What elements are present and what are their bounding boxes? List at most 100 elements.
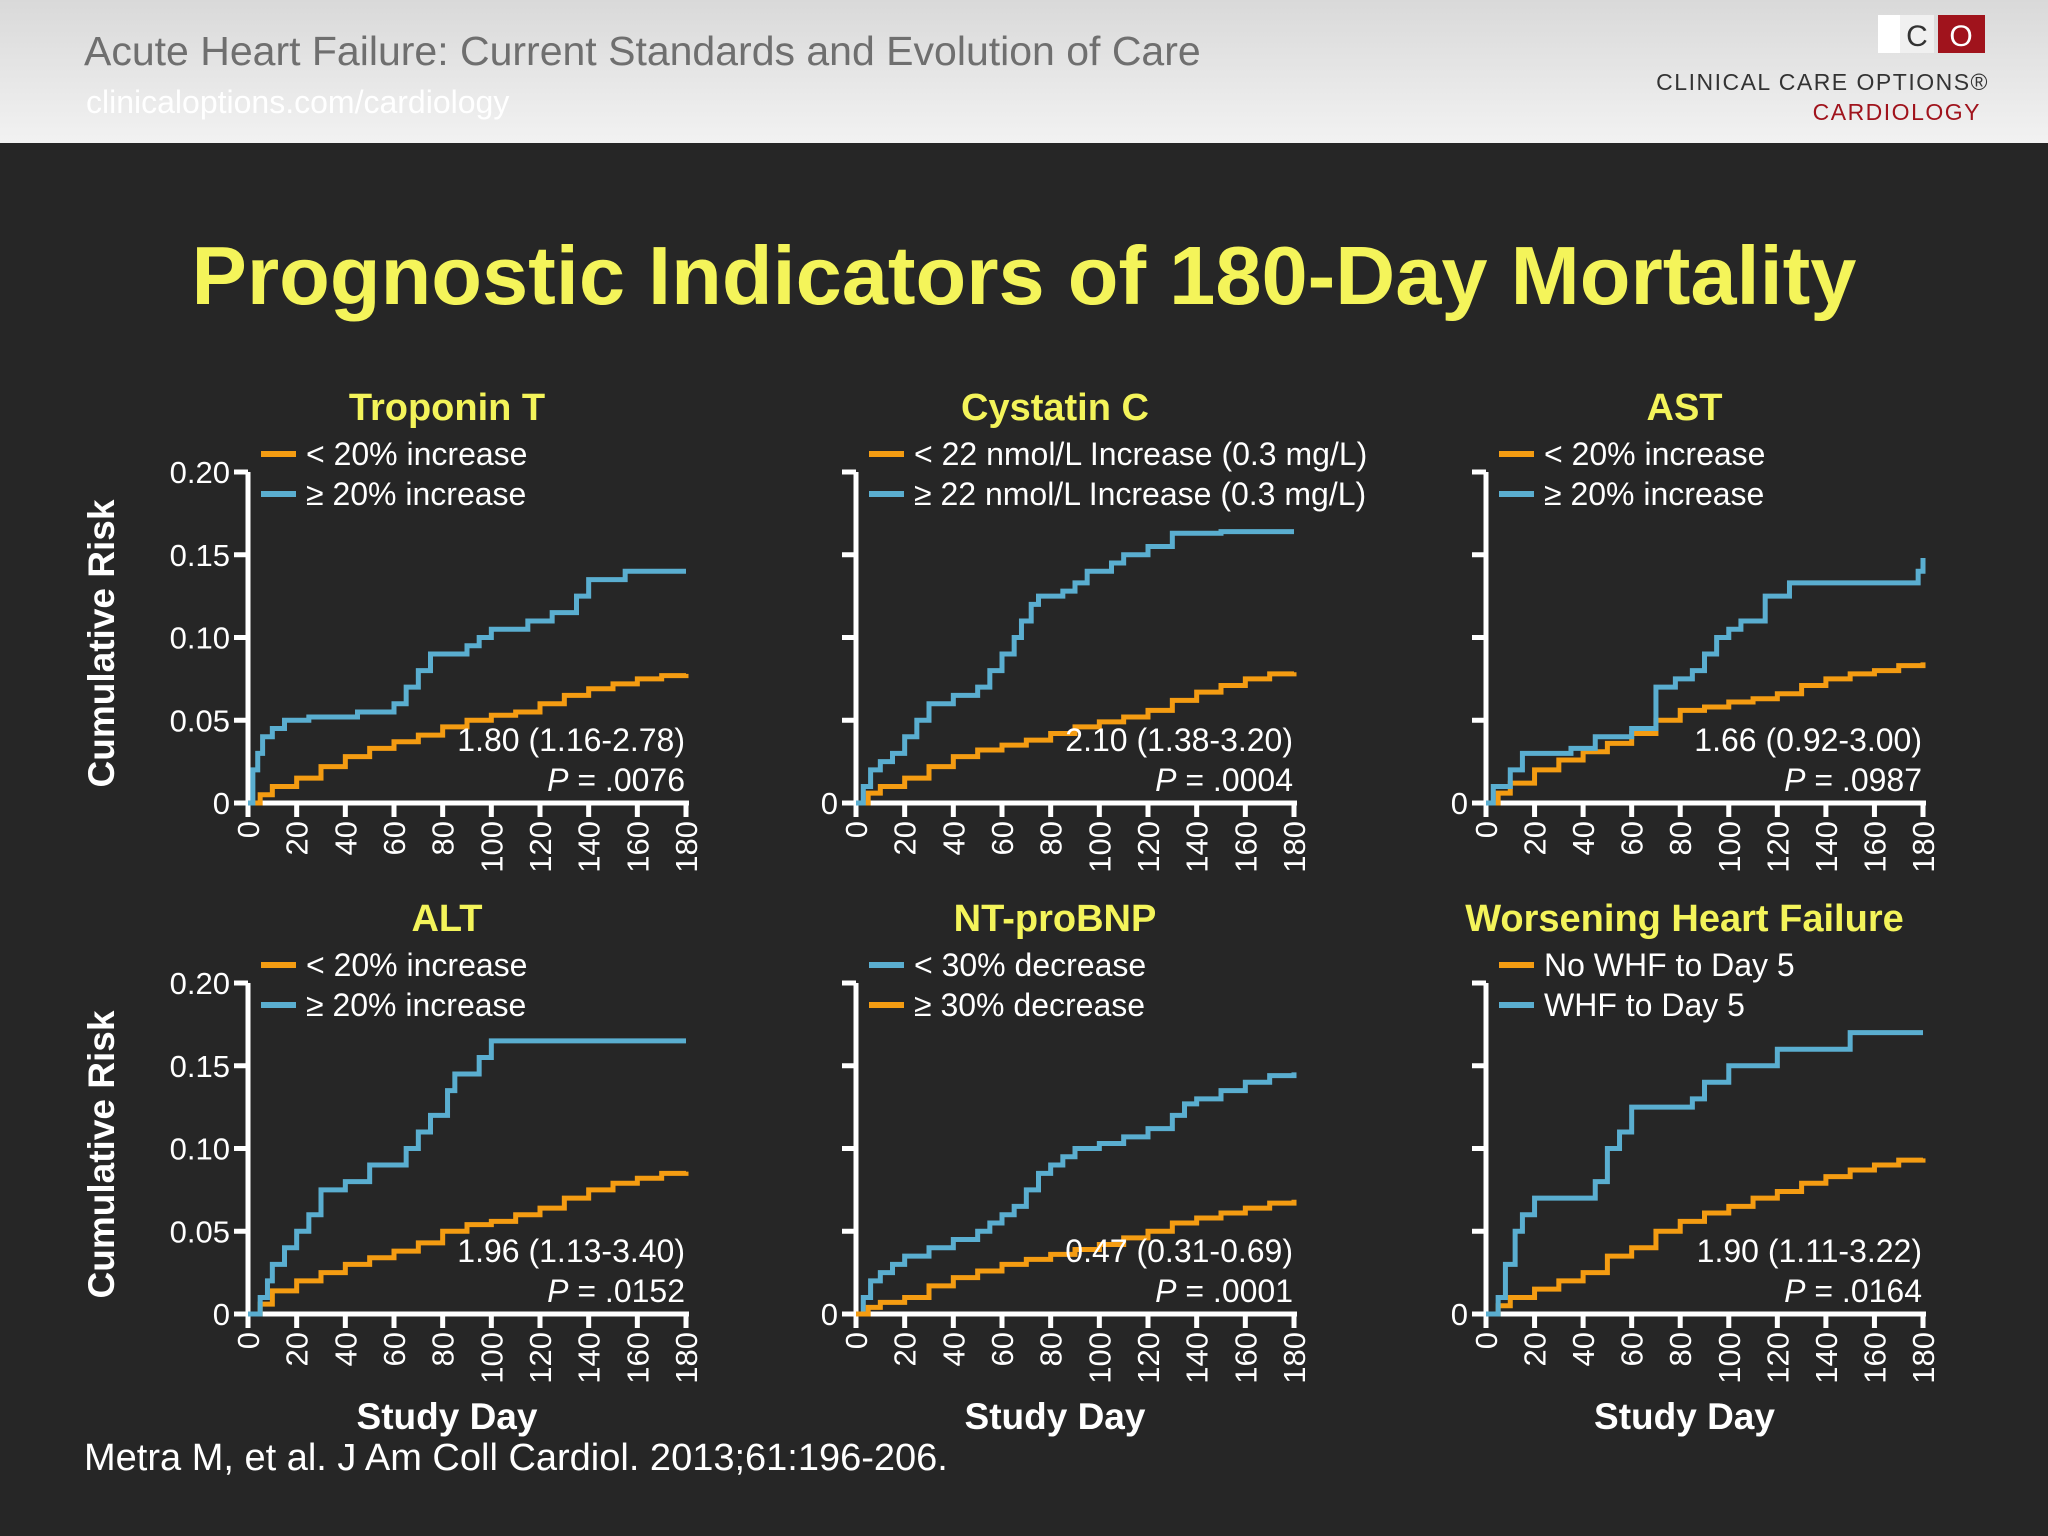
series-line-orange bbox=[1486, 1157, 1926, 1317]
deck-title: Acute Heart Failure: Current Standards a… bbox=[84, 28, 1201, 74]
x-tick-label: 60 bbox=[1615, 1332, 1650, 1366]
x-tick-label: 100 bbox=[1082, 821, 1117, 873]
x-tick-label: 100 bbox=[474, 821, 509, 873]
x-tick-label: 40 bbox=[1566, 1332, 1601, 1366]
x-tick-label: 140 bbox=[1180, 1332, 1215, 1384]
p-value: = .0987 bbox=[1805, 762, 1922, 798]
x-tick-label: 180 bbox=[669, 1332, 704, 1384]
chart-panel-2: Cystatin C 00 20 40 60 80 100 120 140 160 180 < 22 … bbox=[821, 387, 1368, 873]
y-tick-label: 0.15 bbox=[170, 538, 230, 573]
x-tick-label: 0 bbox=[1469, 821, 1504, 838]
p-value: = .0004 bbox=[1176, 762, 1293, 798]
x-tick-label: 40 bbox=[328, 1332, 363, 1366]
chart-title: Cystatin C bbox=[961, 387, 1149, 429]
x-axis-label: Study Day bbox=[965, 1396, 1146, 1437]
chart-panel-4: ALT 0 0.05 0.10 0.15 0.20 0 20 40 60 80 100 120 140 16… bbox=[81, 898, 704, 1437]
p-symbol: P bbox=[547, 1273, 569, 1309]
x-tick-label: 40 bbox=[936, 1332, 971, 1366]
x-tick-label: 180 bbox=[1906, 1332, 1941, 1384]
x-tick-label: 160 bbox=[1228, 1332, 1263, 1384]
p-value-label: P = .0164 bbox=[1784, 1273, 1922, 1309]
chart-title: Troponin T bbox=[349, 387, 545, 429]
legend-label: < 20% increase bbox=[1544, 436, 1765, 472]
x-tick-label: 20 bbox=[1518, 821, 1553, 855]
slide-title: Prognostic Indicators of 180-Day Mortali… bbox=[191, 229, 1857, 322]
p-symbol: P bbox=[1155, 1273, 1177, 1309]
x-tick-label: 140 bbox=[1180, 821, 1215, 873]
x-tick-label: 40 bbox=[1566, 821, 1601, 855]
chart-title: ALT bbox=[411, 898, 482, 940]
x-tick-label: 80 bbox=[1034, 821, 1069, 855]
hazard-ratio-label: 1.66 (0.92-3.00) bbox=[1694, 722, 1922, 758]
x-tick-label: 100 bbox=[474, 1332, 509, 1384]
citation: Metra M, et al. J Am Coll Cardiol. 2013;… bbox=[84, 1437, 948, 1479]
chart-panel-3: AST 00 20 40 60 80 100 120 140 160 180 < 20% increa… bbox=[1451, 387, 1941, 873]
p-value: = .0152 bbox=[568, 1273, 685, 1309]
series-line-blue bbox=[1486, 558, 1926, 806]
y-tick-label: 0 bbox=[213, 1297, 230, 1332]
y-tick-label: 0.20 bbox=[170, 455, 230, 490]
x-tick-label: 120 bbox=[523, 821, 558, 873]
x-tick-label: 20 bbox=[1518, 1332, 1553, 1366]
y-axis-label: Cumulative Risk bbox=[81, 1010, 122, 1298]
y-tick-label: 0.15 bbox=[170, 1049, 230, 1084]
x-axis-label: Study Day bbox=[357, 1396, 538, 1437]
deck-url[interactable]: clinicaloptions.com/cardiology bbox=[86, 84, 510, 120]
p-value-label: P = .0987 bbox=[1784, 762, 1922, 798]
x-tick-label: 80 bbox=[426, 821, 461, 855]
chart-panel-6: Worsening Heart Failure 00 20 40 60 80 100 120 1… bbox=[1451, 898, 1941, 1437]
hazard-ratio-label: 0.47 (0.31-0.69) bbox=[1065, 1233, 1293, 1269]
x-tick-label: 80 bbox=[1663, 1332, 1698, 1366]
x-tick-label: 120 bbox=[1760, 1332, 1795, 1384]
x-tick-label: 20 bbox=[888, 821, 923, 855]
x-tick-label: 100 bbox=[1712, 1332, 1747, 1384]
hazard-ratio-label: 1.90 (1.11-3.22) bbox=[1697, 1233, 1922, 1269]
legend-label: ≥ 20% increase bbox=[306, 476, 526, 512]
y-tick-label: 0.10 bbox=[170, 1132, 230, 1167]
brand-subtitle: CARDIOLOGY bbox=[1812, 99, 1981, 125]
x-tick-label: 20 bbox=[280, 821, 315, 855]
p-value-label: P = .0001 bbox=[1155, 1273, 1293, 1309]
legend-label: < 22 nmol/L Increase (0.3 mg/L) bbox=[914, 436, 1367, 472]
x-tick-label: 120 bbox=[523, 1332, 558, 1384]
legend-label: ≥ 20% increase bbox=[306, 987, 526, 1023]
legend-label: ≥ 30% decrease bbox=[914, 987, 1145, 1023]
x-tick-label: 0 bbox=[231, 1332, 266, 1349]
x-tick-label: 120 bbox=[1131, 821, 1166, 873]
x-tick-label: 140 bbox=[572, 821, 607, 873]
x-tick-label: 60 bbox=[985, 821, 1020, 855]
x-tick-label: 60 bbox=[1615, 821, 1650, 855]
x-tick-label: 60 bbox=[377, 821, 412, 855]
x-tick-label: 0 bbox=[839, 821, 874, 838]
x-tick-label: 120 bbox=[1760, 821, 1795, 873]
brand-name: CLINICAL CARE OPTIONS® bbox=[1656, 69, 1989, 95]
x-tick-label: 100 bbox=[1082, 1332, 1117, 1384]
x-tick-label: 20 bbox=[280, 1332, 315, 1366]
x-tick-label: 40 bbox=[936, 821, 971, 855]
x-tick-label: 20 bbox=[888, 1332, 923, 1366]
chart-title: Worsening Heart Failure bbox=[1465, 898, 1904, 940]
p-value-label: P = .0076 bbox=[547, 762, 685, 798]
x-tick-label: 140 bbox=[1809, 1332, 1844, 1384]
series-line-blue bbox=[856, 529, 1294, 806]
series-line-blue bbox=[856, 1072, 1297, 1317]
chart-title: NT-proBNP bbox=[954, 898, 1157, 940]
x-tick-label: 160 bbox=[620, 1332, 655, 1384]
p-symbol: P bbox=[1784, 762, 1806, 798]
chart-panel-1: Troponin T 0 0.05 0.10 0.15 0.20 0 20 40 60 80 100 1… bbox=[81, 387, 704, 873]
x-tick-label: 100 bbox=[1712, 821, 1747, 873]
hazard-ratio-label: 1.80 (1.16-2.78) bbox=[457, 722, 685, 758]
y-tick-label: 0 bbox=[1451, 786, 1468, 821]
y-tick-label: 0 bbox=[821, 786, 838, 821]
x-tick-label: 160 bbox=[1228, 821, 1263, 873]
x-tick-label: 180 bbox=[669, 821, 704, 873]
y-axis-label: Cumulative Risk bbox=[81, 499, 122, 787]
x-tick-label: 180 bbox=[1906, 821, 1941, 873]
p-value: = .0164 bbox=[1805, 1273, 1922, 1309]
legend-label: ≥ 20% increase bbox=[1544, 476, 1764, 512]
legend-label: < 30% decrease bbox=[914, 947, 1146, 983]
hazard-ratio-label: 1.96 (1.13-3.40) bbox=[457, 1233, 685, 1269]
x-tick-label: 40 bbox=[328, 821, 363, 855]
clinical-care-options-logo-icon: C O bbox=[1878, 15, 1985, 53]
